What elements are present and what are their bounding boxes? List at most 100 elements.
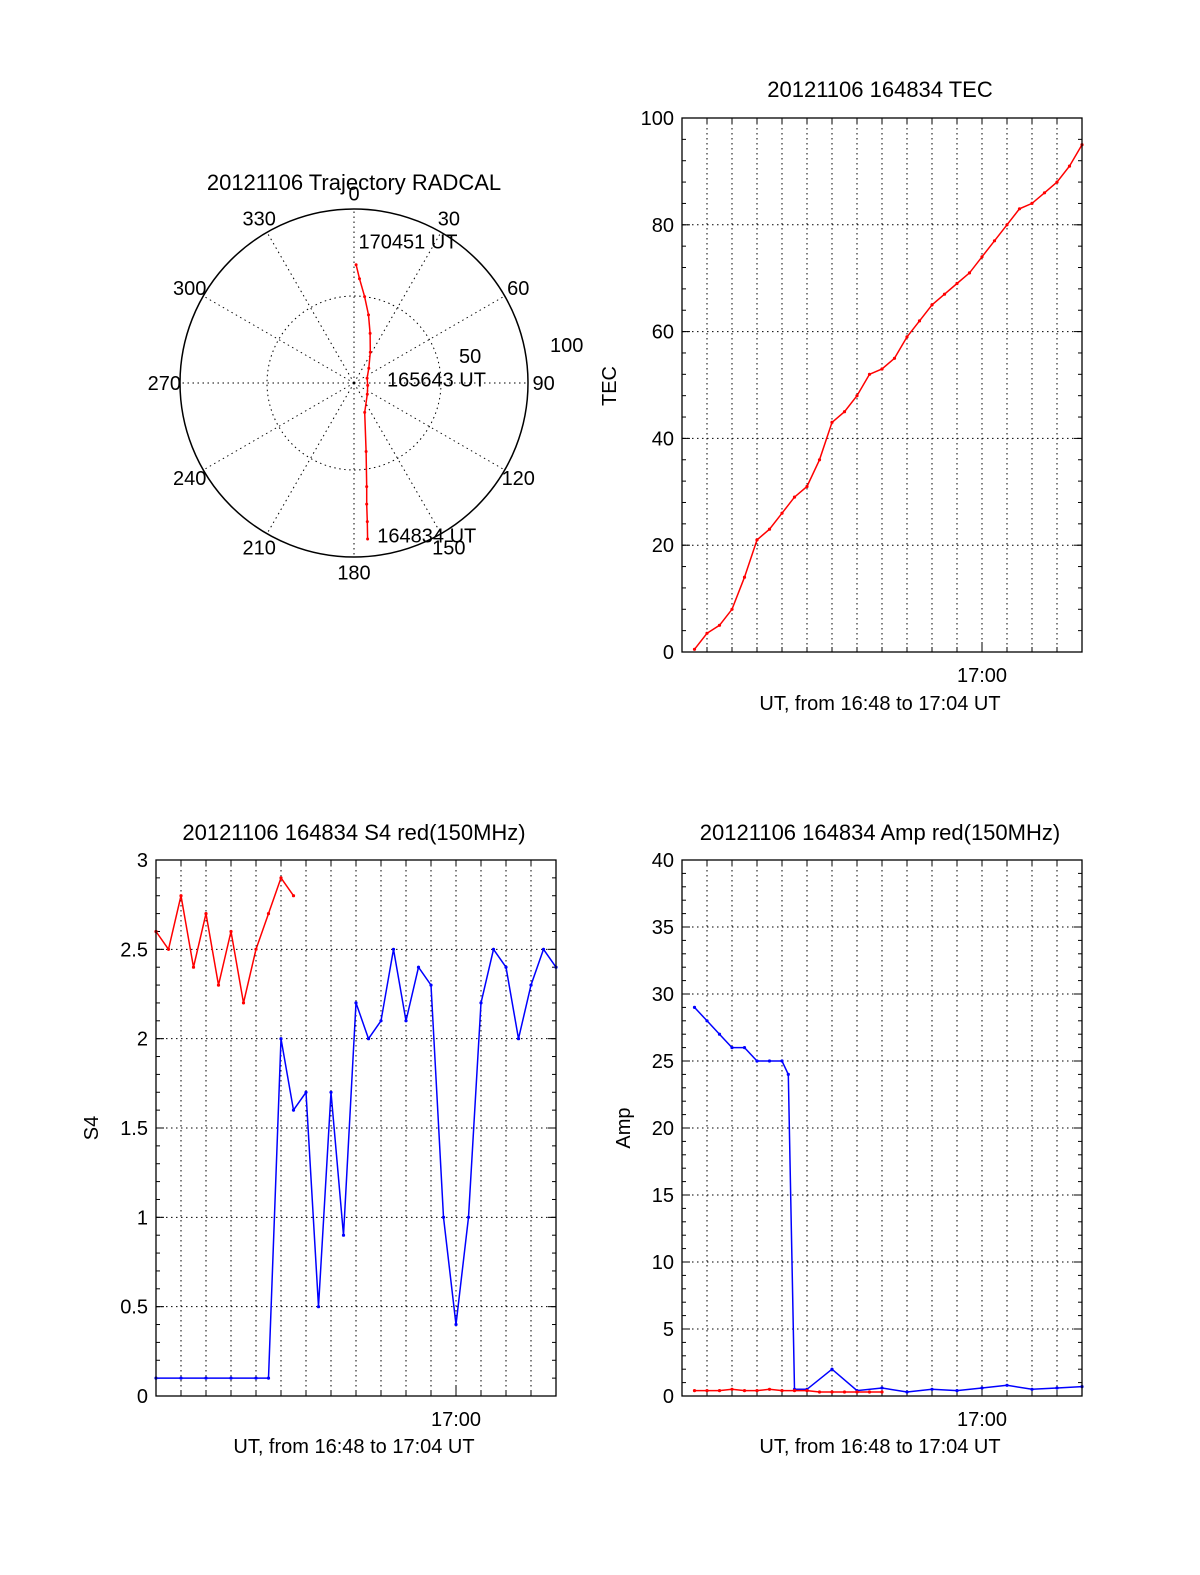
polar-angle-label: 210: [242, 537, 275, 559]
s4-point: [204, 912, 208, 916]
s4-point: [354, 1001, 358, 1005]
s4-point: [404, 1019, 408, 1023]
tec-ytick-label: 100: [641, 108, 674, 130]
amp-series-0: [693, 1006, 1083, 1393]
tec-point: [942, 292, 947, 296]
s4-point: [504, 965, 508, 969]
s4-point: [229, 1376, 233, 1380]
s4-point: [516, 1037, 521, 1041]
tec-ytick-label: 80: [652, 215, 674, 237]
amp-ytick-label: 25: [652, 1051, 674, 1073]
polar-annotation: 165643 UT: [387, 370, 486, 392]
tec-point: [980, 255, 984, 259]
polar-angle-label: 270: [148, 373, 181, 395]
amp-ytick-label: 20: [652, 1118, 674, 1140]
tec-ylabel: TEC: [599, 366, 621, 406]
tec-point: [755, 538, 759, 542]
amp-point: [805, 1389, 809, 1393]
s4-point: [229, 929, 233, 934]
polar-angle-label: 150: [432, 537, 465, 559]
tec-ytick-label: 20: [652, 535, 674, 557]
s4-point: [341, 1233, 346, 1237]
amp-ytick-label: 15: [652, 1185, 674, 1207]
amp-ytick-label: 30: [652, 984, 674, 1006]
amp-point: [786, 1072, 790, 1076]
tec-point: [892, 356, 897, 360]
polar-spoke: [266, 382, 355, 534]
tec-point: [705, 631, 709, 635]
amp-point: [755, 1059, 759, 1063]
s4-point: [254, 947, 258, 951]
tec-point: [830, 420, 834, 424]
s4-ytick-label: 0.5: [120, 1297, 148, 1319]
s4-ytick-label: 2: [137, 1029, 148, 1051]
s4-plot: 0 0.5 1 1.5 2 2.5 3 17:00: [120, 850, 558, 1431]
polar-angle-label: 330: [242, 209, 275, 231]
amp-point: [1055, 1386, 1059, 1390]
polar-spoke: [203, 382, 355, 471]
amp-point: [692, 1005, 697, 1010]
amp-point: [880, 1390, 884, 1394]
tec-plot: 0 20 40 60 80 100 17:00: [641, 108, 1084, 687]
tec-point: [1067, 164, 1072, 168]
s4-point: [316, 1305, 321, 1309]
s4-ytick-label: 1.5: [120, 1118, 148, 1140]
s4-point: [254, 1376, 258, 1380]
tec-point: [1030, 201, 1034, 205]
amp-point: [717, 1389, 722, 1393]
amp-ytick-label: 5: [663, 1319, 674, 1341]
tec-frame: [681, 117, 1083, 653]
tec-point: [730, 607, 734, 611]
tec-point: [717, 623, 722, 627]
tec-point: [792, 495, 797, 499]
amp-point: [817, 1390, 822, 1394]
polar-annotation: 170451 UT: [358, 231, 457, 253]
s4-ylabel: S4: [81, 1116, 103, 1140]
tec-point: [767, 527, 772, 531]
s4-frame: [155, 859, 557, 1397]
s4-point: [304, 1090, 308, 1094]
s4-point: [541, 947, 546, 951]
amp-point: [1005, 1383, 1009, 1387]
amp-point: [980, 1386, 984, 1390]
amp-point: [767, 1387, 772, 1391]
s4-point: [454, 1322, 458, 1327]
tec-point: [955, 281, 959, 286]
polar-spoke: [353, 232, 442, 384]
amp-xlabel: UT, from 16:48 to 17:04 UT: [759, 1436, 1000, 1458]
polar-angle-label: 300: [173, 278, 206, 300]
s4-point: [466, 1215, 471, 1219]
amp-point: [780, 1059, 784, 1063]
s4-point: [366, 1037, 371, 1041]
polar-spoke: [266, 232, 355, 384]
amp-title: 20121106 164834 Amp red(150MHz): [700, 820, 1060, 845]
s4-point: [266, 912, 271, 916]
polar-spoke: [353, 382, 505, 471]
s4-point: [479, 1001, 483, 1005]
amp-ylabel: Amp: [613, 1107, 635, 1148]
s4-point: [379, 1019, 383, 1023]
tec-point: [805, 484, 809, 489]
polar-point: [367, 366, 371, 370]
amp-point: [830, 1390, 834, 1394]
tec-point: [880, 367, 884, 371]
tec-ytick-label: 60: [652, 322, 674, 344]
polar-spoke: [353, 295, 505, 384]
tec-point: [855, 394, 859, 398]
tec-panel: 20121106 164834 TEC UT, from 16:48 to 17…: [599, 77, 1084, 715]
polar-point: [368, 350, 372, 354]
tec-ytick-label: 0: [663, 642, 674, 664]
polar-radial-label: 50: [459, 346, 481, 368]
amp-plot: 0 5 10 15 20 25 30 35 40 17:00: [652, 850, 1084, 1431]
polar-point: [364, 450, 368, 453]
amp-point: [880, 1386, 884, 1390]
tec-point: [780, 511, 784, 515]
amp-series-1: [694, 1388, 882, 1393]
s4-point: [416, 965, 421, 969]
trajectory-panel: 20121106 Trajectory RADCAL 0 30 60 90 120 150…: [148, 170, 584, 585]
s4-point: [266, 1376, 271, 1380]
amp-point: [792, 1389, 797, 1393]
polar-point: [365, 376, 369, 380]
amp-point: [867, 1390, 872, 1394]
polar-point: [368, 331, 372, 335]
